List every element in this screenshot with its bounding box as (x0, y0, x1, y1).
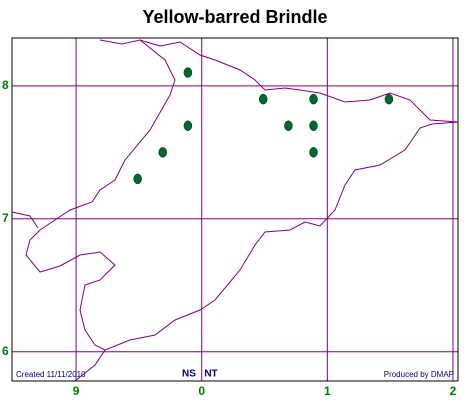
grid-square-label: NS (182, 369, 196, 380)
record-dot (284, 120, 293, 131)
coastline (25, 39, 176, 351)
map-title: Yellow-barred Brindle (142, 7, 327, 27)
y-tick-label: 8 (2, 78, 9, 92)
record-dot (158, 147, 168, 158)
map-frame (11, 37, 459, 382)
y-tick-label: 6 (2, 344, 9, 358)
x-tick-label: 0 (198, 384, 205, 398)
x-tick-label: 2 (450, 384, 457, 398)
record-dot (384, 93, 394, 105)
coastline (11, 39, 459, 382)
record-dot (133, 173, 142, 185)
record-dot (259, 93, 268, 105)
record-dot (309, 147, 318, 158)
created-date: Created 11/11/2010 (16, 370, 86, 379)
x-tick-label: 9 (73, 384, 80, 398)
y-tick-label: 7 (2, 211, 9, 225)
record-dot (183, 120, 193, 131)
coastline (74, 121, 459, 382)
grid-square-label: NT (204, 369, 217, 380)
record-dot (183, 67, 193, 78)
coastline (99, 39, 459, 123)
producer: Produced by DMAP (384, 370, 454, 379)
record-dot (309, 120, 318, 131)
record-dot (309, 93, 318, 105)
x-tick-label: 1 (324, 384, 331, 398)
coastline (11, 211, 39, 229)
